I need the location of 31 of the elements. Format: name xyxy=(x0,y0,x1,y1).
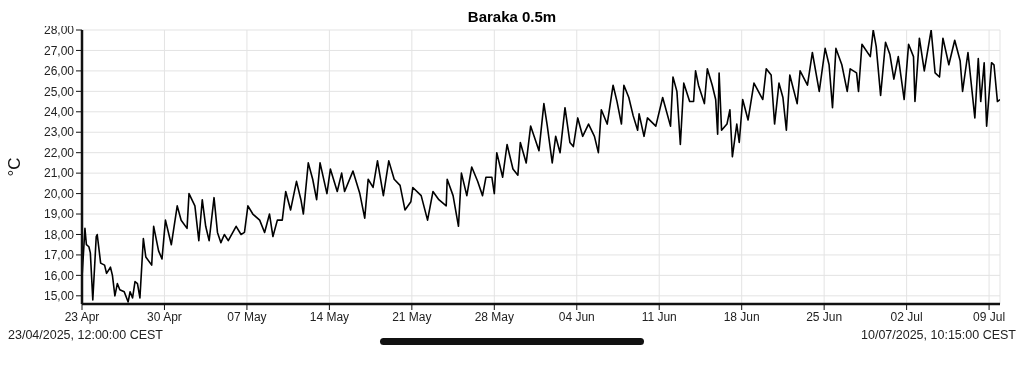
x-tick-label: 14 May xyxy=(309,309,350,324)
line-series xyxy=(82,30,1000,303)
text: 23/04/2025, 12:00:00 CEST xyxy=(8,328,163,342)
x-tick-label: 30 Apr xyxy=(147,309,182,324)
y-axis-title: °C xyxy=(5,157,25,177)
chart-title: Baraka 0.5m xyxy=(467,8,557,25)
y-tick-label: 25,00 xyxy=(43,84,75,99)
x-tick-label: 25 Jun xyxy=(806,309,843,324)
x-tick-label: 28 May xyxy=(474,309,514,324)
y-tick-label: 17,00 xyxy=(43,248,75,263)
x-tick-label: 02 Jul xyxy=(890,309,923,324)
y-tick-label: 20,00 xyxy=(43,186,75,201)
y-tick-label: 19,00 xyxy=(43,207,75,222)
x-tick-label: 09 Jul xyxy=(973,309,1006,324)
text: 10/07/2025, 10:15:00 CEST xyxy=(861,328,1016,342)
y-tick-label: 21,00 xyxy=(43,166,75,181)
y-tick-label: 18,00 xyxy=(43,227,75,242)
x-tick-label: 04 Jun xyxy=(558,309,595,324)
x-tick-label: 11 Jun xyxy=(641,309,677,324)
y-tick-label: 16,00 xyxy=(43,268,75,283)
y-tick-label: 27,00 xyxy=(43,43,75,58)
y-tick-label: 15,00 xyxy=(43,289,75,304)
y-tick-label: 28,00 xyxy=(43,23,75,38)
x-tick-label: 07 May xyxy=(227,309,267,324)
x-tick-label: 18 Jun xyxy=(723,309,760,324)
y-tick-label: 24,00 xyxy=(43,105,75,120)
x-tick-label: 23 Apr xyxy=(64,309,100,324)
y-tick-label: 26,00 xyxy=(43,64,75,79)
y-tick-label: 22,00 xyxy=(43,145,75,160)
y-tick-label: 23,00 xyxy=(43,125,75,140)
x-tick-label: 21 May xyxy=(392,309,432,324)
